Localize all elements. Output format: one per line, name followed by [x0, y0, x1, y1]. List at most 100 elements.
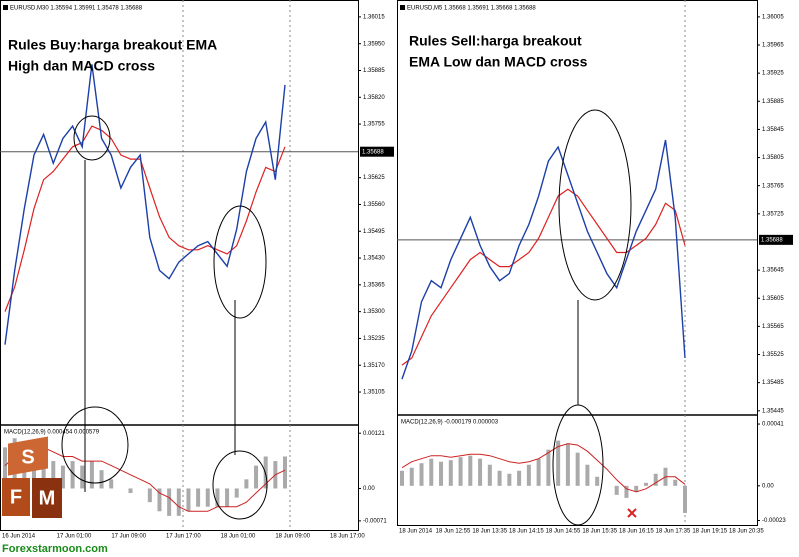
price-line: [401, 139, 686, 380]
x-tick-label: 17 Jun 17:00: [166, 534, 201, 540]
annotation-circle: [61, 406, 129, 484]
macd-bar: [634, 485, 639, 492]
macd-bar: [575, 452, 580, 486]
macd-bar: [51, 461, 56, 489]
y-tick-label: 1.35235: [363, 336, 385, 342]
cross-mark: [627, 508, 637, 518]
y-tick-label: 1.35925: [762, 71, 784, 77]
macd-bar: [429, 458, 434, 486]
macd-bar: [3, 447, 7, 489]
header-icon: [3, 5, 8, 10]
macd-bar: [176, 488, 181, 516]
macd-bar: [409, 467, 414, 486]
logo-box: [32, 478, 62, 518]
macd-bar: [487, 464, 492, 486]
y-tick-label: 1.35765: [762, 183, 784, 189]
macd-bar: [70, 461, 75, 489]
macd-bar: [565, 443, 570, 486]
current-price-box: [360, 146, 394, 157]
macd-y-tick-label: 0.00: [363, 486, 375, 492]
macd-bar: [128, 488, 133, 494]
panel-frame: [0, 0, 359, 531]
macd-bar: [109, 479, 114, 489]
x-tick-label: 18 Jun 12:55: [436, 529, 471, 535]
macd-y-tick-label: 0.00: [762, 483, 774, 489]
macd-bar: [439, 461, 444, 486]
y-tick-label: 1.35965: [762, 43, 784, 49]
annotation: Rules Sell:harga breakout: [409, 33, 582, 49]
macd-bar: [254, 465, 259, 489]
logo-box: [2, 478, 30, 516]
macd-y-tick-label: -0.00071: [363, 518, 387, 524]
macd-bar: [234, 488, 239, 498]
x-tick-label: 18 Jun 17:35: [656, 529, 691, 535]
x-tick-label: 18 Jun 20:35: [729, 529, 764, 535]
logo-letter: F: [10, 486, 22, 508]
macd-bar: [186, 488, 191, 512]
header-icon: [400, 5, 405, 10]
x-tick-label: 16 Jun 2014: [2, 534, 36, 540]
panel-frame: [397, 0, 758, 526]
x-tick-label: 18 Jun 15:35: [582, 529, 617, 535]
y-tick-label: 1.35820: [363, 95, 385, 101]
x-tick-label: 18 Jun 16:15: [619, 529, 654, 535]
macd-bar: [99, 470, 104, 489]
y-tick-label: 1.36005: [762, 14, 784, 20]
current-price-label: 1.35688: [362, 149, 384, 155]
macd-bar: [624, 485, 629, 498]
macd-bar: [673, 479, 678, 486]
chart-header: EURUSD,M30 1.35594 1.35991 1.35478 1.356…: [10, 6, 143, 12]
annotation-circle: [212, 450, 268, 520]
annotation: Rules Buy:harga breakout EMA: [8, 37, 217, 53]
y-tick-label: 1.35845: [762, 127, 784, 133]
macd-y-tick-label: 0.00041: [762, 422, 784, 428]
macd-bar: [556, 440, 561, 486]
annotation: EMA Low dan MACD cross: [409, 54, 588, 70]
macd-bar: [526, 464, 531, 486]
y-tick-label: 1.35430: [363, 256, 385, 262]
macd-bar: [478, 458, 483, 486]
macd-bar: [546, 449, 551, 486]
macd-bar: [536, 458, 541, 486]
macd-bar: [147, 488, 152, 503]
y-tick-label: 1.35885: [762, 99, 784, 105]
y-tick-label: 1.36015: [363, 14, 385, 20]
macd-header: MACD(12,26,9) -0.000179 0.000003: [401, 420, 499, 426]
chart-header: EURUSD,M5 1.35668 1.35691 1.35668 1.3568…: [407, 6, 536, 12]
x-tick-label: 18 Jun 2014: [399, 529, 433, 535]
y-tick-label: 1.35105: [363, 390, 385, 396]
current-price-label: 1.35688: [761, 237, 783, 243]
x-tick-label: 18 Jun 17:00: [330, 534, 365, 540]
macd-signal: [4, 446, 286, 512]
watermark: Forexstarmoon.com: [2, 543, 108, 555]
macd-bar: [400, 470, 404, 486]
macd-bar: [225, 488, 230, 507]
macd-bar: [653, 473, 658, 486]
macd-bar: [497, 470, 502, 486]
macd-bar: [507, 473, 512, 486]
macd-bar: [448, 460, 453, 486]
macd-bar: [468, 455, 473, 486]
macd-header: MACD(12,26,9) 0.000454 0.000579: [4, 430, 100, 436]
y-tick-label: 1.35300: [363, 309, 385, 315]
logo-letter: M: [39, 487, 56, 509]
y-tick-label: 1.35170: [363, 363, 385, 369]
x-tick-label: 17 Jun 09:00: [111, 534, 146, 540]
macd-bar: [41, 451, 46, 489]
y-tick-label: 1.35885: [363, 68, 385, 74]
y-tick-label: 1.35725: [762, 211, 784, 217]
macd-bar: [167, 488, 172, 516]
y-tick-label: 1.35485: [762, 380, 784, 386]
logo-box: [8, 436, 48, 476]
x-tick-label: 18 Jun 09:00: [275, 534, 310, 540]
x-tick-label: 18 Jun 19:15: [692, 529, 727, 535]
macd-bar: [595, 476, 600, 486]
annotation-circle: [73, 115, 111, 161]
ema-line: [4, 125, 286, 312]
macd-y-tick-label: -0.00023: [762, 518, 786, 524]
y-tick-label: 1.35365: [363, 282, 385, 288]
x-tick-label: 18 Jun 14:15: [509, 529, 544, 535]
macd-bar: [614, 485, 619, 495]
